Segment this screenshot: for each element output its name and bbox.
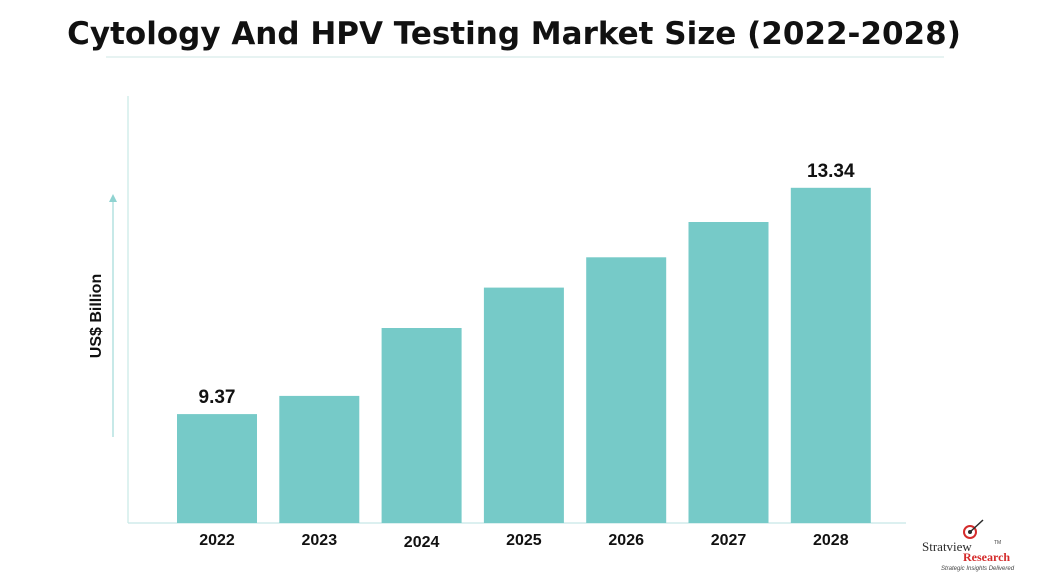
chart-title: Cytology And HPV Testing Market Size (20… [67, 16, 961, 52]
x-tick-2025: 2025 [506, 532, 542, 549]
x-tick-2027: 2027 [711, 532, 747, 549]
x-tick-2022: 2022 [199, 532, 235, 549]
bar-2028 [790, 187, 871, 524]
x-tick-2023: 2023 [302, 532, 338, 549]
data-label-2028: 13.34 [807, 161, 855, 182]
logo-target-icon [963, 525, 977, 539]
data-labels: 9.37 13.34 [199, 161, 855, 408]
y-arrow-head [109, 194, 117, 202]
bars [177, 187, 871, 524]
logo-tagline: Strategic Insights Delivered [941, 566, 1015, 572]
logo-arrow-icon [969, 519, 984, 533]
data-label-2022: 9.37 [199, 387, 236, 408]
bar-2024 [381, 328, 462, 523]
x-tick-2024: 2024 [404, 534, 440, 551]
x-tick-labels: 2022 2023 2024 2025 2026 2027 2028 [199, 532, 848, 551]
x-tick-2028: 2028 [813, 532, 849, 549]
logo-name: Stratview [922, 539, 972, 554]
bar-2027 [688, 222, 769, 523]
x-tick-2026: 2026 [608, 532, 644, 549]
bar-2023 [279, 395, 360, 523]
y-axis-label: US$ Billion [88, 274, 105, 358]
bar-2025 [483, 287, 564, 523]
stratview-logo: Stratview TM Research Strategic Insights… [922, 519, 1015, 572]
bar-2026 [586, 257, 667, 523]
bar-2022 [177, 414, 257, 523]
logo-research: Research [963, 550, 1010, 564]
logo-tm: TM [994, 540, 1001, 546]
